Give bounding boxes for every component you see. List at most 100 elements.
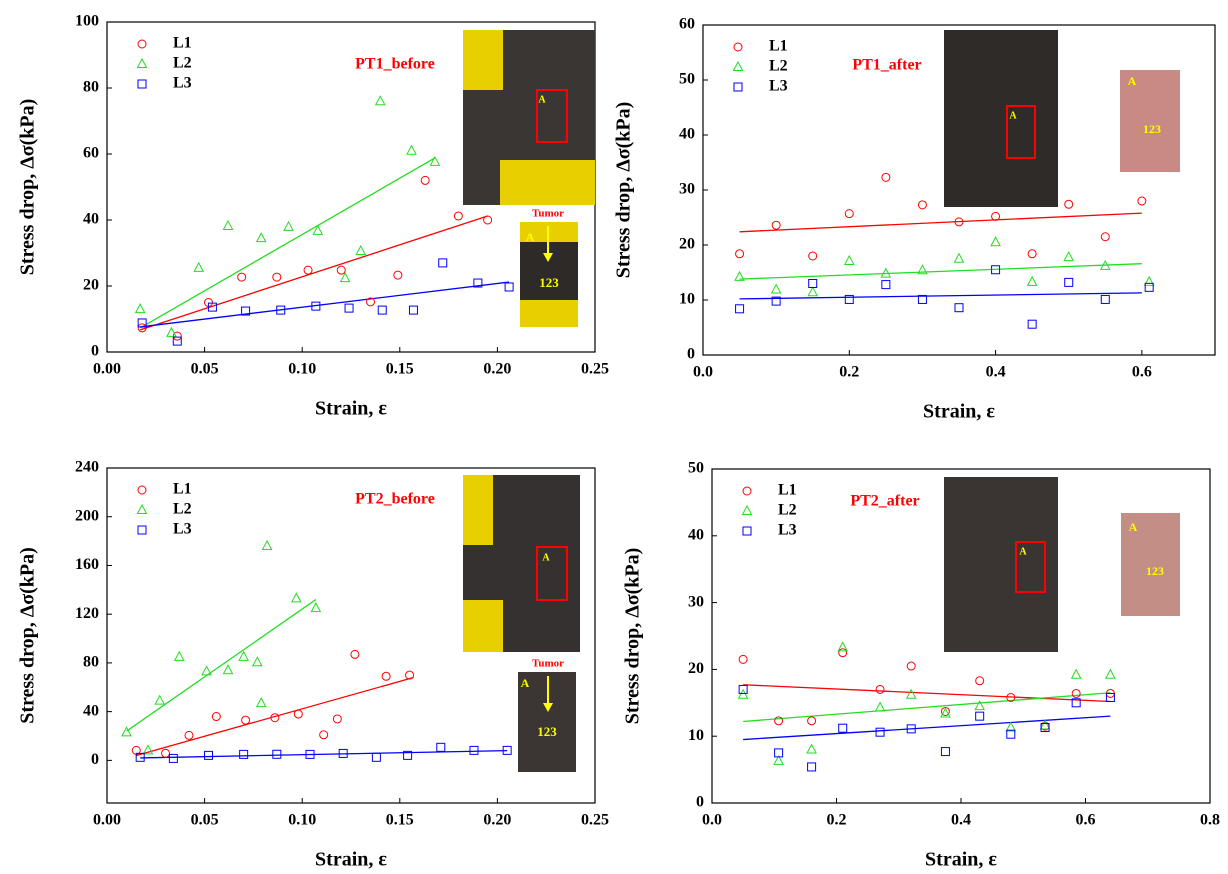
trend-line xyxy=(140,749,508,759)
y-tick-label: 10 xyxy=(679,291,695,308)
point xyxy=(241,715,251,725)
photo-annotation: A xyxy=(521,676,530,690)
point xyxy=(121,726,132,737)
x-tick-label: 0.20 xyxy=(483,812,511,829)
legend-marker xyxy=(137,485,147,495)
point xyxy=(377,305,387,315)
y-tick-label: 100 xyxy=(75,13,99,30)
point xyxy=(954,217,964,227)
y-tick-label: 30 xyxy=(688,593,704,610)
chart-title: PT1_after xyxy=(852,57,921,74)
legend-label: L2 xyxy=(173,55,192,72)
region-box xyxy=(1006,105,1036,159)
point xyxy=(917,200,927,210)
photo-tape xyxy=(520,300,578,327)
point xyxy=(875,684,885,694)
point xyxy=(880,267,892,278)
legend-label: L2 xyxy=(769,58,788,75)
point xyxy=(339,272,351,283)
trend-line xyxy=(739,263,1142,280)
point xyxy=(990,236,1001,247)
y-tick-label: 80 xyxy=(83,79,99,96)
point xyxy=(166,326,177,337)
point xyxy=(270,713,280,723)
point xyxy=(954,303,964,313)
point xyxy=(241,306,251,316)
point xyxy=(211,712,221,722)
photo-tape xyxy=(463,30,503,90)
point xyxy=(837,641,849,652)
point xyxy=(502,745,512,755)
trend-line xyxy=(139,215,488,331)
point xyxy=(142,744,154,755)
point xyxy=(881,280,891,290)
point xyxy=(405,670,415,680)
point xyxy=(917,264,928,275)
point xyxy=(975,676,985,686)
point xyxy=(371,752,381,762)
y-tick-label: 0 xyxy=(687,346,695,363)
x-tick-label: 0.4 xyxy=(951,812,971,829)
point xyxy=(406,144,417,155)
trend-line xyxy=(739,212,1142,233)
x-tick-label: 0.4 xyxy=(986,364,1006,381)
photo-annotation: A xyxy=(526,230,535,244)
y-axis-title: Stress drop, Δσ(kPa) xyxy=(17,99,39,276)
point xyxy=(808,279,818,288)
arrow-head xyxy=(543,703,553,712)
point xyxy=(137,323,147,333)
region-box xyxy=(536,89,568,143)
y-axis-title: Stress drop, Δσ(kPa) xyxy=(17,547,39,724)
legend-marker xyxy=(733,82,743,92)
point xyxy=(906,724,916,734)
legend-label: L3 xyxy=(173,521,192,538)
photo-annotation: A xyxy=(1009,110,1017,121)
photo xyxy=(944,30,1058,207)
y-tick-label: 60 xyxy=(679,16,695,33)
legend-marker xyxy=(137,39,147,49)
y-tick-label: 50 xyxy=(688,460,704,477)
trend-line xyxy=(139,157,436,329)
point xyxy=(420,175,430,185)
x-tick-label: 0.6 xyxy=(1076,812,1096,829)
point xyxy=(738,654,748,664)
legend-marker xyxy=(136,503,148,514)
y-tick-label: 0 xyxy=(696,794,704,811)
legend-marker xyxy=(742,526,752,536)
x-tick-label: 0.6 xyxy=(1132,364,1152,381)
point xyxy=(1071,698,1081,708)
point xyxy=(366,297,376,307)
point xyxy=(838,723,848,733)
point xyxy=(844,294,854,304)
point xyxy=(272,749,282,759)
point xyxy=(137,318,147,328)
photo-annotation: A xyxy=(542,552,550,563)
point xyxy=(276,305,286,315)
point xyxy=(504,282,514,292)
point xyxy=(838,648,848,658)
trend-line xyxy=(743,692,1111,723)
chart-title: PT2_before xyxy=(355,491,435,508)
point xyxy=(917,294,927,304)
photo-annotation: 123 xyxy=(1146,564,1164,578)
point xyxy=(312,224,324,235)
point xyxy=(906,661,916,671)
point xyxy=(1006,729,1016,739)
point xyxy=(251,656,263,667)
point xyxy=(735,304,745,314)
trend-line xyxy=(743,715,1111,741)
photo xyxy=(1120,70,1180,172)
trend-line xyxy=(126,599,317,732)
point xyxy=(773,754,784,765)
x-tick-label: 0.8 xyxy=(1200,812,1220,829)
legend-marker xyxy=(137,525,147,535)
point xyxy=(1070,668,1082,679)
point xyxy=(336,265,346,275)
point xyxy=(184,730,194,740)
y-tick-label: 80 xyxy=(83,654,99,671)
point xyxy=(319,730,329,740)
trend-line xyxy=(140,281,510,328)
legend-label: L3 xyxy=(778,522,797,539)
x-tick-label: 0.00 xyxy=(93,812,121,829)
point xyxy=(974,700,986,711)
